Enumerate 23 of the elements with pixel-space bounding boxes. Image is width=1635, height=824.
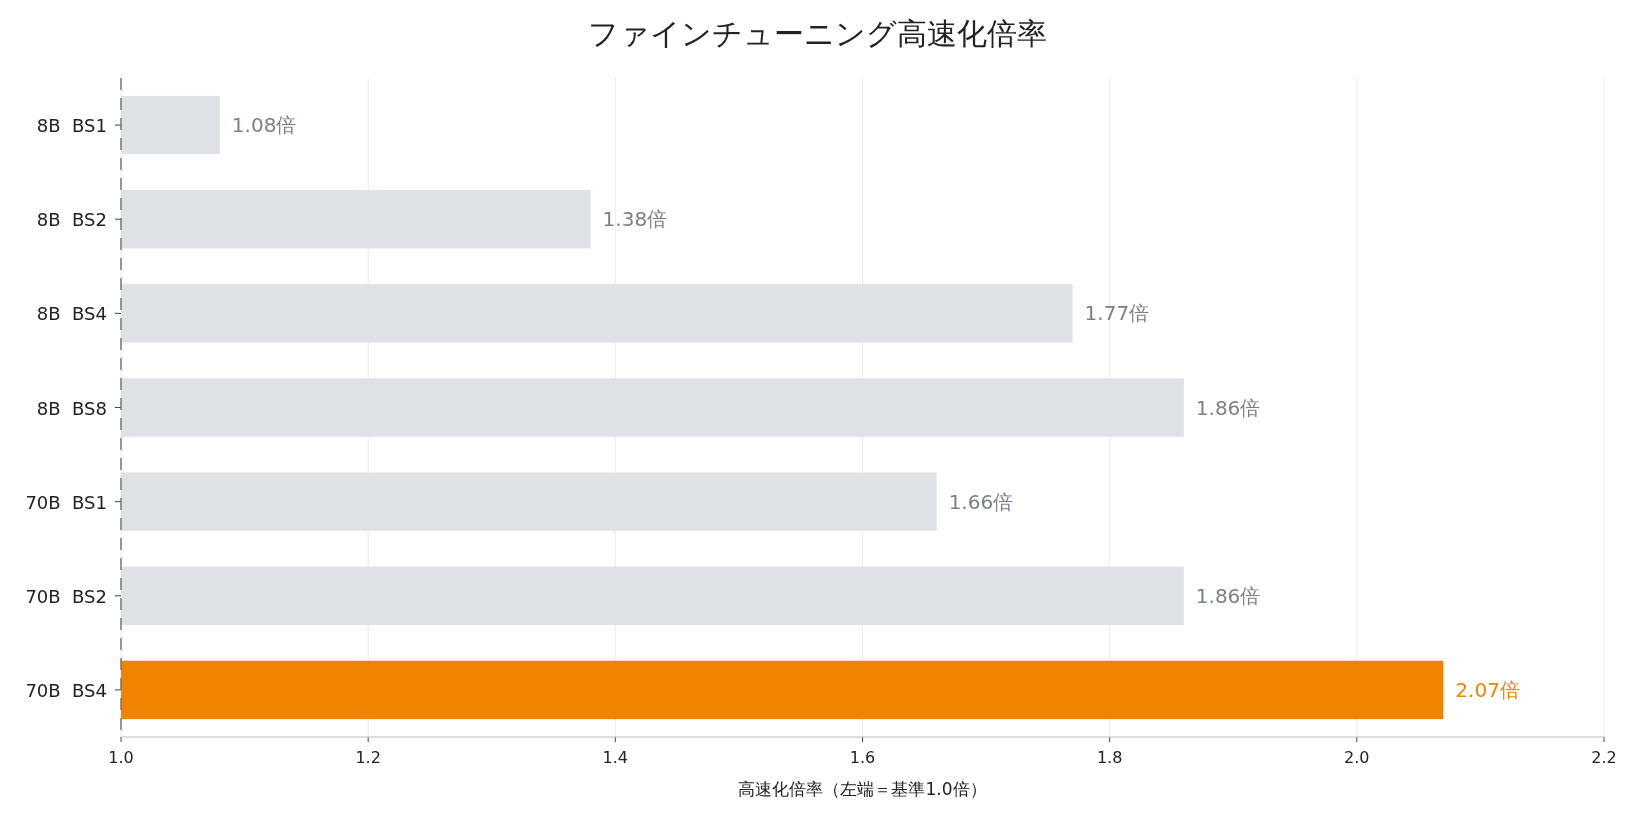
chart-title: ファインチューニング高速化倍率 xyxy=(588,16,1047,51)
data-label: 1.86倍 xyxy=(1195,395,1261,420)
x-axis-title: 高速化倍率（左端＝基準1.0倍） xyxy=(738,779,987,799)
y-tick-label: 8B BS4 xyxy=(36,303,107,325)
data-label: 1.38倍 xyxy=(602,207,668,232)
y-tick-label: 8B BS1 xyxy=(36,115,107,137)
data-label: 2.07倍 xyxy=(1455,677,1520,702)
x-tick-label: 1.0 xyxy=(108,748,134,767)
y-tick-label: 8B BS8 xyxy=(36,397,107,419)
x-tick-label: 1.4 xyxy=(602,748,629,767)
data-label: 1.86倍 xyxy=(1195,583,1261,608)
x-tick-label: 1.6 xyxy=(849,748,876,767)
data-label: 1.08倍 xyxy=(231,113,297,138)
y-tick-label: 70B BS4 xyxy=(25,679,107,701)
data-label: 1.77倍 xyxy=(1084,301,1150,326)
x-tick-label: 1.8 xyxy=(1096,748,1123,767)
x-tick-label: 2.2 xyxy=(1591,748,1617,767)
y-tick-label: 70B BS2 xyxy=(25,585,107,607)
data-label: 1.66倍 xyxy=(948,489,1014,514)
y-tick-label: 70B BS1 xyxy=(25,491,107,513)
y-tick-label: 8B BS2 xyxy=(36,209,107,231)
x-tick-label: 2.0 xyxy=(1344,748,1370,767)
x-tick-label: 1.2 xyxy=(355,748,381,767)
